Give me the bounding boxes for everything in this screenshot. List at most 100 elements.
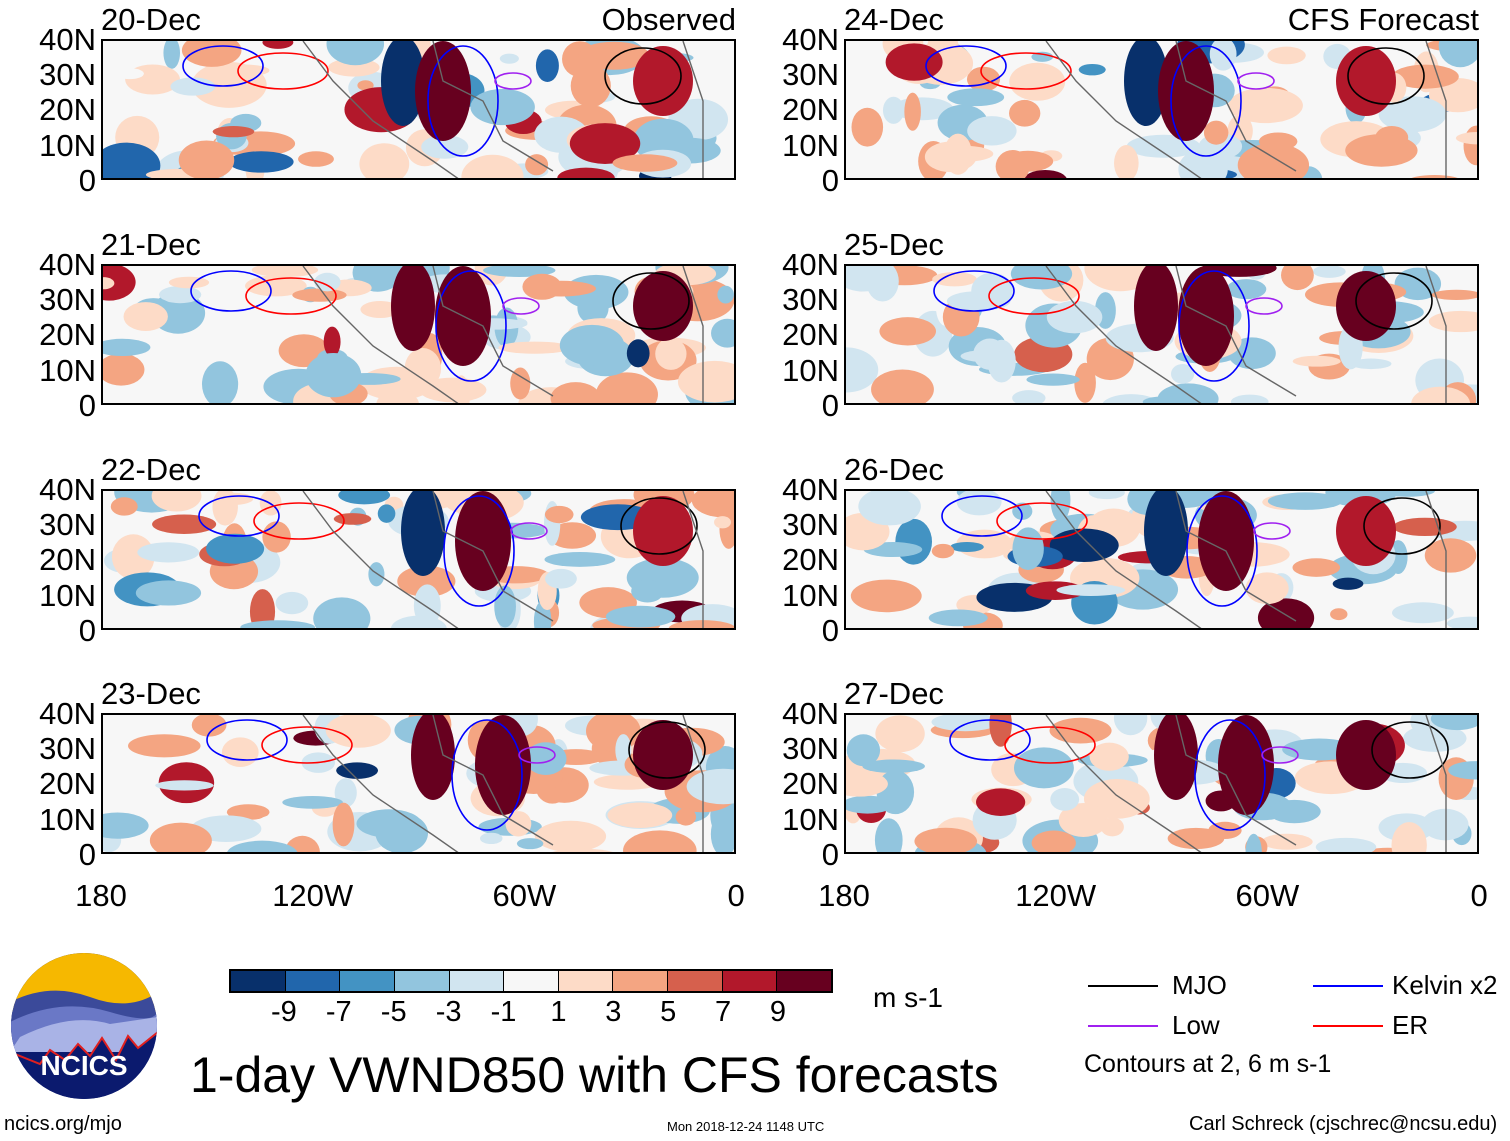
kelvin-contour [451, 719, 523, 831]
x-tick-label: 0 [727, 878, 745, 913]
wind-anomaly-blob [995, 150, 1030, 178]
wind-anomaly-blob [1050, 787, 1080, 811]
wind-anomaly-blob [1330, 608, 1348, 621]
wind-anomaly-blob [1049, 528, 1119, 563]
wind-anomaly-core [391, 266, 435, 351]
mjo-contour [604, 47, 682, 105]
wind-anomaly-blob [1267, 46, 1306, 65]
wind-anomaly-blob [1375, 125, 1409, 149]
wind-anomaly-blob [338, 491, 391, 505]
low-contour [1245, 297, 1283, 315]
low-contour [1237, 72, 1275, 90]
wind-anomaly-blob [516, 838, 544, 850]
low-contour [510, 522, 548, 540]
wind-anomaly-blob [1171, 364, 1195, 384]
colorbar-swatch [449, 971, 505, 991]
coastline [302, 41, 704, 178]
wind-anomaly-blob [221, 737, 259, 768]
colorbar-tick-label: 9 [769, 996, 787, 1028]
wind-anomaly-blob [191, 715, 227, 737]
wind-anomaly-core [475, 715, 531, 815]
wind-anomaly-blob [1411, 386, 1471, 403]
kelvin-contour [925, 45, 1007, 87]
wind-anomaly-blob [626, 339, 650, 368]
wind-anomaly-blob [103, 812, 149, 839]
colorbar-tick-label: -5 [380, 996, 407, 1028]
wind-anomaly-blob [1012, 390, 1046, 403]
wind-anomaly-blob [1074, 362, 1096, 403]
wind-anomaly-blob [552, 848, 613, 852]
wind-anomaly-blob [1009, 99, 1041, 127]
er-contour [261, 726, 353, 764]
wind-anomaly-blob [550, 382, 601, 403]
wind-anomaly-blob [212, 491, 238, 526]
er-contour [988, 277, 1080, 315]
wind-anomaly-blob [1411, 174, 1458, 178]
wind-anomaly-blob [548, 522, 597, 549]
panel-date-label: 27-Dec [844, 676, 944, 711]
wind-anomaly-blob [846, 771, 888, 797]
wind-anomaly-blob [846, 266, 891, 292]
kelvin-contour [941, 495, 1023, 537]
wind-anomaly-blob [1350, 358, 1392, 370]
wind-anomaly-blob [326, 41, 385, 66]
wind-anomaly-blob [181, 41, 242, 67]
legend-er-line [1313, 1025, 1383, 1027]
wind-anomaly-blob [1031, 830, 1076, 852]
wind-anomaly-blob [421, 134, 469, 159]
logo-text: NCICS [40, 1050, 127, 1081]
wind-anomaly-blob [989, 715, 1012, 747]
y-tick-label: 40N [39, 472, 96, 507]
colorbar-swatch [613, 971, 669, 991]
colorbar-tick-label: -1 [490, 996, 517, 1028]
wind-anomaly-blob [1024, 169, 1067, 178]
wind-anomaly-blob [461, 154, 524, 178]
wind-anomaly-blob [545, 568, 577, 589]
y-tick-label: 40N [782, 22, 839, 57]
colorbar-swatch [285, 971, 341, 991]
wind-anomaly-blob [895, 518, 933, 565]
wind-anomaly-blob [544, 552, 616, 567]
y-tick-label: 30N [39, 57, 96, 93]
wind-anomaly-blob [1049, 717, 1112, 744]
y-tick-label: 40N [39, 22, 96, 57]
wind-anomaly-blob [376, 389, 419, 403]
coastline [1045, 491, 1447, 628]
wind-anomaly-blob [1281, 266, 1314, 291]
mjo-contour [628, 721, 706, 779]
wind-anomaly-blob [206, 533, 265, 564]
panel-date-label: 20-Dec [101, 2, 201, 37]
y-tick-label: 20N [39, 92, 96, 128]
wind-anomaly-blob [1378, 96, 1447, 133]
wind-anomaly-blob [212, 126, 255, 138]
mjo-contour [1371, 721, 1449, 779]
y-tick-label: 10N [782, 801, 839, 837]
kelvin-contour [190, 270, 272, 312]
x-tick-label: 60W [1235, 878, 1300, 913]
wind-anomaly-blob [1267, 492, 1343, 510]
panel-date-label: 21-Dec [101, 227, 201, 262]
wind-anomaly-blob [879, 317, 936, 346]
wind-anomaly-blob [245, 275, 307, 297]
y-tick-label: 40N [782, 696, 839, 731]
legend-mjo-line [1088, 985, 1158, 987]
wind-anomaly-blob [305, 353, 362, 398]
kelvin-contour [1194, 719, 1266, 831]
wind-anomaly-core [1124, 41, 1168, 126]
wind-anomaly-blob [256, 815, 289, 837]
panel-source-label: CFS Forecast [1287, 2, 1479, 37]
wind-anomaly-core [401, 491, 445, 576]
wind-anomaly-blob [1315, 837, 1377, 852]
wind-anomaly-blob [971, 272, 1013, 309]
coastline [1045, 266, 1447, 403]
footer-url[interactable]: ncics.org/mjo [4, 1113, 122, 1135]
wind-anomaly-blob [607, 802, 673, 828]
colorbar-tick-label: 7 [715, 996, 732, 1028]
colorbar-tick-label: 5 [660, 996, 677, 1028]
map-panel [844, 39, 1479, 180]
wind-anomaly-blob [103, 277, 115, 290]
y-tick-label: 40N [39, 247, 96, 282]
colorbar-tick-label: 1 [550, 996, 567, 1028]
coastline [1045, 41, 1447, 178]
wind-anomaly-blob [325, 715, 391, 748]
